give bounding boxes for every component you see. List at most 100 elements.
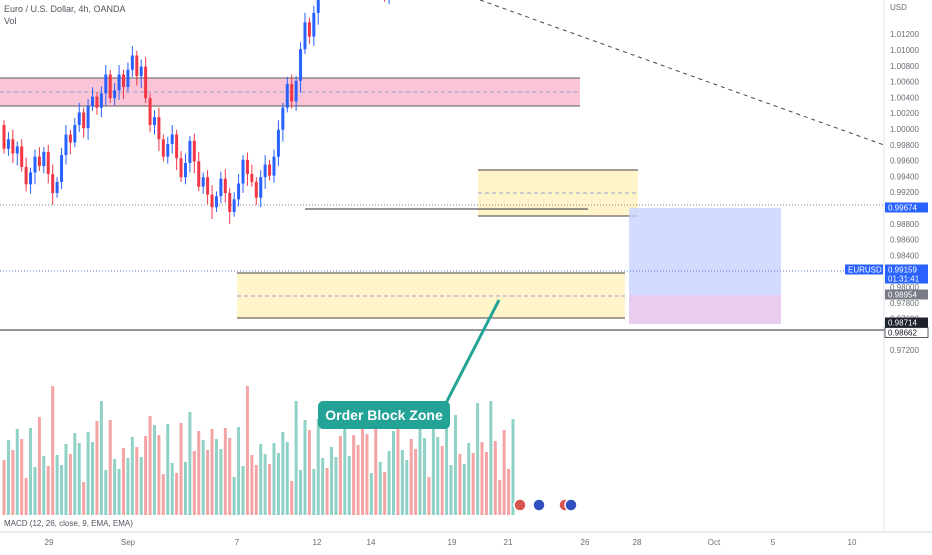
volume-bar bbox=[135, 447, 139, 515]
volume-bar bbox=[303, 420, 307, 515]
volume-bar bbox=[214, 439, 218, 515]
price-tag-label: EURUSD bbox=[848, 266, 882, 275]
volume-label: Vol bbox=[4, 16, 17, 26]
volume-bar bbox=[29, 428, 33, 515]
volume-bar bbox=[20, 439, 24, 515]
candle-body bbox=[170, 134, 174, 145]
volume-bar bbox=[206, 450, 210, 515]
y-tick-label: 0.99400 bbox=[890, 172, 919, 181]
candle-body bbox=[122, 74, 126, 88]
volume-bar bbox=[405, 460, 409, 515]
price-tag-label: 0.98954 bbox=[888, 291, 917, 300]
volume-bar bbox=[82, 482, 86, 515]
candle-body bbox=[6, 139, 10, 149]
volume-bar bbox=[166, 424, 170, 515]
candle-body bbox=[316, 0, 320, 13]
volume-bar bbox=[387, 451, 391, 515]
volume-bar bbox=[493, 441, 497, 515]
volume-bar bbox=[467, 443, 471, 515]
volume-bar bbox=[37, 417, 41, 515]
volume-bar bbox=[281, 432, 285, 515]
volume-bar bbox=[68, 454, 72, 515]
volume-bar bbox=[170, 463, 174, 515]
x-tick-label: 21 bbox=[504, 538, 513, 547]
volume-bar bbox=[228, 438, 232, 515]
volume-bar bbox=[383, 472, 387, 515]
candle-body bbox=[55, 181, 59, 193]
x-tick-label: Sep bbox=[121, 538, 136, 547]
price-tag-symbol bbox=[845, 264, 883, 275]
volume-bar bbox=[307, 430, 311, 515]
candle-body bbox=[254, 181, 258, 198]
candle-body bbox=[152, 117, 156, 126]
volume-bar bbox=[232, 477, 236, 515]
annotation-box[interactable] bbox=[318, 401, 450, 429]
volume-bar bbox=[440, 446, 444, 515]
volume-bar bbox=[237, 427, 241, 515]
candle-body bbox=[259, 177, 263, 198]
volume-bar bbox=[391, 431, 395, 515]
volume-bar bbox=[188, 412, 192, 515]
volume-bar bbox=[484, 452, 488, 515]
volume-bar bbox=[73, 433, 77, 515]
candle-body bbox=[197, 161, 201, 187]
volume-bar bbox=[95, 421, 99, 515]
annotation-pointer bbox=[443, 299, 501, 406]
macd-label: MACD (12, 26, close, 9, EMA, EMA) bbox=[4, 519, 133, 528]
volume-bar bbox=[210, 429, 214, 515]
volume-bar bbox=[223, 428, 227, 515]
y-tick-label: 0.98600 bbox=[890, 236, 919, 245]
volume-bar bbox=[126, 458, 130, 515]
eu-flag-icon[interactable] bbox=[532, 498, 546, 512]
candle-body bbox=[20, 146, 24, 167]
y-tick-label: 1.00400 bbox=[890, 93, 919, 102]
volume-bar bbox=[312, 469, 316, 515]
volume-bar bbox=[201, 440, 205, 515]
candle-body bbox=[64, 134, 68, 156]
candle-body bbox=[228, 192, 232, 212]
x-tick-label: 26 bbox=[581, 538, 590, 547]
chart-header: Euro / U.S. Dollar, 4h, OANDA Vol bbox=[4, 3, 126, 27]
candle-body bbox=[135, 55, 139, 77]
volume-bar bbox=[42, 456, 46, 515]
volume-bar bbox=[245, 386, 249, 515]
x-tick-label: 12 bbox=[313, 538, 322, 547]
candle-body bbox=[183, 162, 187, 178]
candle-body bbox=[91, 96, 95, 107]
y-tick-label: 0.98000 bbox=[890, 283, 919, 292]
volume-bar bbox=[431, 427, 435, 515]
candle-body bbox=[214, 196, 218, 208]
us-flag-icon[interactable] bbox=[513, 498, 527, 512]
candle-body bbox=[82, 112, 86, 129]
y-tick-label: 0.99600 bbox=[890, 157, 919, 166]
volume-bar bbox=[316, 419, 320, 515]
candle-body bbox=[188, 140, 192, 163]
volume-bar bbox=[427, 477, 431, 515]
price-tag-countdown bbox=[885, 273, 928, 284]
eu-flag-icon[interactable] bbox=[564, 498, 578, 512]
candle-body bbox=[11, 139, 15, 154]
volume-bar bbox=[104, 470, 108, 515]
candle-body bbox=[33, 156, 37, 173]
candle-body bbox=[95, 96, 99, 108]
currency-label: USD bbox=[890, 3, 907, 12]
volume-bar bbox=[507, 469, 511, 515]
volume-bar bbox=[117, 469, 121, 515]
volume-bar bbox=[99, 401, 103, 515]
candle-body bbox=[161, 139, 165, 157]
candle-body bbox=[206, 177, 210, 195]
candle-body bbox=[294, 80, 298, 102]
volume-bar bbox=[338, 436, 342, 515]
candle-body bbox=[307, 22, 311, 37]
candle-body bbox=[268, 164, 272, 176]
candle-body bbox=[148, 98, 152, 126]
y-tick-label: 0.99800 bbox=[890, 141, 919, 150]
volume-bar bbox=[259, 444, 263, 515]
candle-body bbox=[117, 74, 121, 91]
volume-bar bbox=[365, 434, 369, 515]
chart-title: Euro / U.S. Dollar, 4h, OANDA bbox=[4, 4, 126, 14]
volume-bar bbox=[60, 465, 64, 515]
volume-bar bbox=[268, 464, 272, 515]
